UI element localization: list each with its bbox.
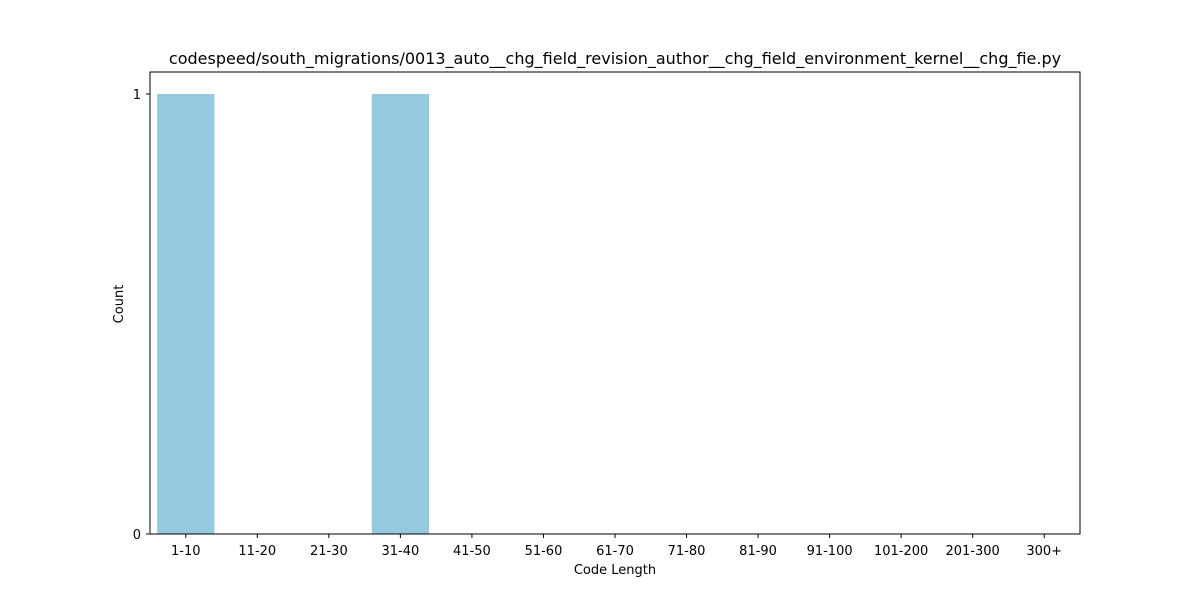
x-tick-label: 41-50 (453, 544, 491, 559)
x-tick-label: 71-80 (668, 544, 706, 559)
plot-frame (149, 71, 1081, 535)
x-tick-label: 81-90 (739, 544, 777, 559)
y-axis: 01 (133, 88, 150, 543)
chart-title: codespeed/south_migrations/0013_auto__ch… (169, 49, 1061, 69)
x-tick-label: 21-30 (310, 544, 348, 559)
x-tick-label: 91-100 (807, 544, 853, 559)
x-tick-label: 300+ (1026, 544, 1062, 559)
y-axis-label: Count (112, 285, 127, 324)
x-tick-label: 1-10 (171, 544, 201, 559)
bar-31-40 (371, 94, 429, 534)
bars-layer (157, 94, 429, 534)
x-axis: 1-10 11-20 21-30 31-40 41-50 51-60 61-70 71-80 8… (171, 534, 1062, 559)
x-tick-label: 201-300 (946, 544, 1000, 559)
x-tick-label: 61-70 (596, 544, 634, 559)
x-tick-label: 11-20 (238, 544, 276, 559)
y-tick-label: 0 (133, 528, 141, 543)
x-tick-label: 51-60 (525, 544, 563, 559)
bar-1-10 (157, 94, 215, 534)
x-tick-label: 101-200 (874, 544, 928, 559)
x-axis-label: Code Length (574, 563, 656, 578)
y-tick-label: 1 (133, 88, 141, 103)
x-tick-label: 31-40 (381, 544, 419, 559)
